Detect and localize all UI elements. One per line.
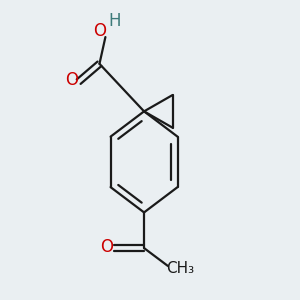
Text: O: O: [65, 71, 78, 89]
Text: O: O: [93, 22, 106, 40]
Text: O: O: [100, 238, 113, 256]
Text: CH₃: CH₃: [166, 261, 194, 276]
Text: H: H: [108, 12, 121, 30]
